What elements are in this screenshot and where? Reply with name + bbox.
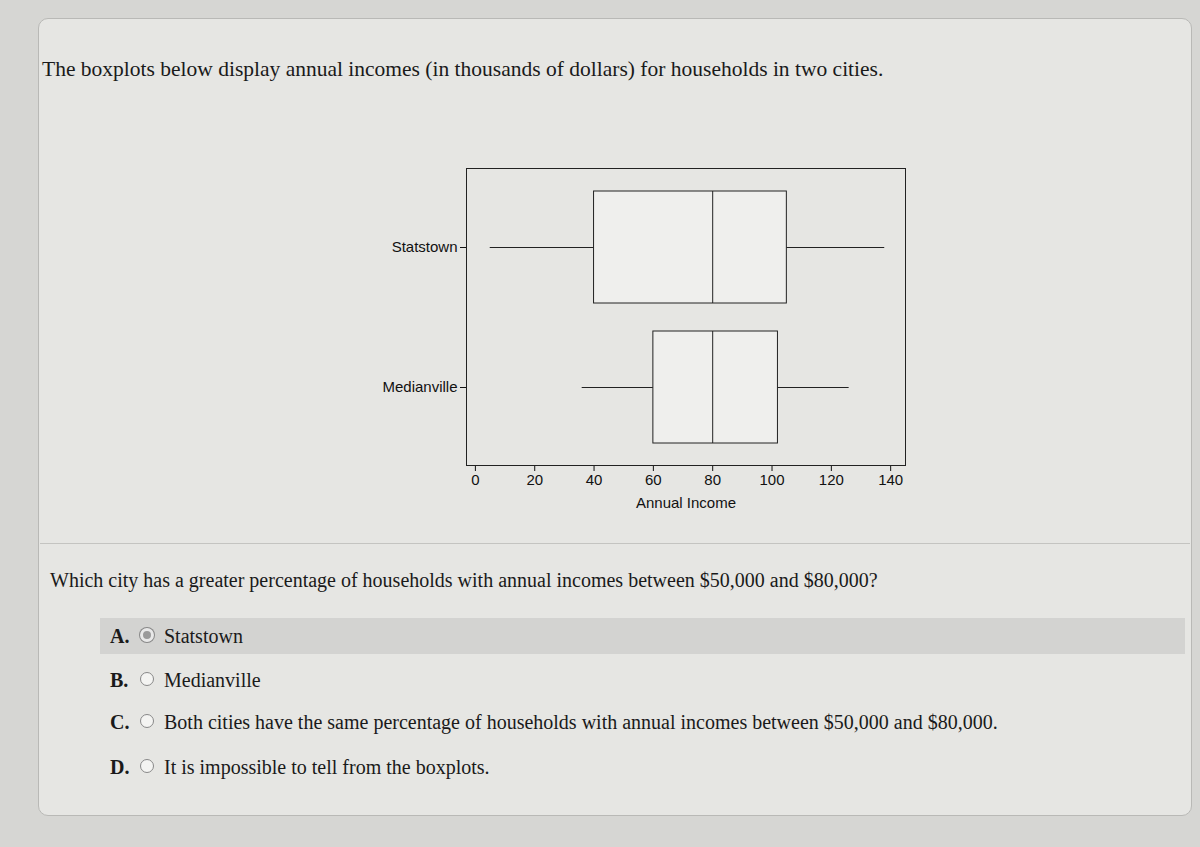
svg-text:Annual Income: Annual Income: [636, 494, 736, 511]
html-text:D.: D.: [110, 756, 130, 778]
svg-text:120: 120: [819, 471, 844, 488]
html-text:It is impossible to tell from: It is impossible to tell from the boxplo…: [164, 756, 490, 778]
html-text:C.: C.: [110, 711, 130, 733]
svg-text:Medianville: Medianville: [382, 378, 457, 395]
html-text:Which city has a greater perce: Which city has a greater percentage of h…: [50, 569, 878, 591]
html-text:Both cities have the same perc: Both cities have the same percentage of …: [164, 711, 998, 733]
svg-text:100: 100: [760, 471, 785, 488]
html-text:B.: B.: [110, 669, 129, 691]
svg-text:Statstown: Statstown: [392, 238, 458, 255]
html-text:The boxplots below display ann: The boxplots below display annual income…: [42, 57, 884, 81]
svg-text:80: 80: [704, 471, 721, 488]
html-text:Medianville: Medianville: [164, 669, 261, 691]
html-text:Statstown: Statstown: [164, 625, 243, 647]
svg-text:40: 40: [586, 471, 603, 488]
svg-text:20: 20: [526, 471, 543, 488]
svg-text:0: 0: [471, 471, 479, 488]
html-text:A.: A.: [110, 625, 130, 647]
svg-text:60: 60: [645, 471, 662, 488]
svg-text:140: 140: [878, 471, 903, 488]
